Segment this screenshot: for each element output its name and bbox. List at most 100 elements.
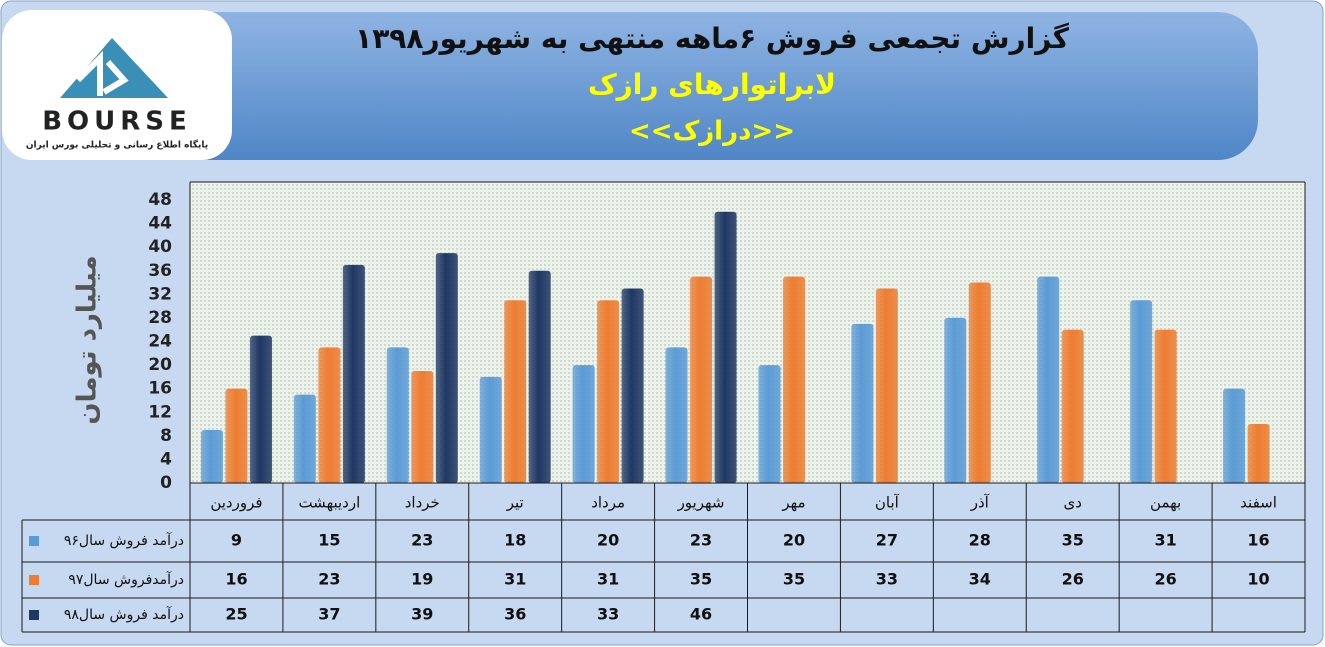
data-label: 26 (1062, 570, 1084, 589)
y-tick-label: 48 (148, 190, 172, 210)
y-tick-label: 24 (148, 332, 172, 352)
logo-tagline: پایگاه اطلاع رسانی و تحلیلی بورس ایران (26, 139, 208, 151)
data-label: 46 (690, 605, 712, 624)
bar (411, 370, 434, 483)
x-tick-label: اردیبهشت (298, 494, 360, 512)
x-tick-label: مهر (781, 494, 805, 512)
plot-area (190, 182, 1305, 483)
bar (1130, 300, 1153, 483)
header-band (20, 12, 1258, 160)
x-tick-label: تیر (506, 494, 524, 512)
y-tick-label: 4 (160, 449, 172, 469)
bar (758, 365, 781, 483)
bar (342, 264, 365, 483)
data-label: 33 (876, 570, 898, 589)
bar (1223, 388, 1246, 483)
data-label: 35 (783, 570, 805, 589)
data-label: 31 (504, 570, 526, 589)
x-tick-label: مرداد (591, 494, 625, 512)
bar (690, 276, 713, 483)
x-tick-label: آبان (875, 494, 900, 512)
y-tick-label: 32 (148, 284, 172, 304)
bar (479, 376, 502, 483)
x-tick-label: شهریور (677, 494, 725, 512)
data-label: 18 (504, 531, 526, 550)
logo-figure (75, 50, 129, 96)
bar (528, 270, 551, 483)
bar (851, 323, 874, 483)
data-label: 27 (876, 531, 898, 550)
bar (1061, 329, 1084, 483)
data-label: 23 (690, 531, 712, 550)
chart-subtitle: لابراتوارهای رازک (588, 68, 836, 101)
legend-label: درآمدفروش سال۹۷ (68, 571, 184, 588)
data-label: 31 (597, 570, 619, 589)
bar (621, 288, 644, 483)
logo: BOURSE پایگاه اطلاع رسانی و تحلیلی بورس … (2, 10, 232, 160)
data-label: 23 (411, 531, 433, 550)
bar (386, 347, 409, 483)
y-axis-label: میلیارد تومان (73, 255, 103, 424)
data-label: 20 (597, 531, 619, 550)
x-tick-label: آذر (970, 494, 990, 512)
bar (665, 347, 688, 483)
data-label: 16 (225, 570, 247, 589)
y-tick-label: 40 (148, 237, 172, 257)
y-tick-label: 0 (160, 473, 172, 493)
data-label: 19 (411, 570, 433, 589)
data-label: 10 (1247, 570, 1269, 589)
legend-swatch (29, 575, 39, 585)
y-tick-label: 44 (148, 214, 172, 234)
legend-label: درآمد فروش سال۹۸ (64, 606, 184, 623)
x-tick-label: خرداد (405, 494, 440, 512)
x-tick-label: اسفند (1240, 494, 1277, 512)
data-label: 23 (318, 570, 340, 589)
y-tick-label: 36 (148, 261, 172, 281)
data-label: 28 (969, 531, 991, 550)
data-label: 36 (504, 605, 526, 624)
annotation: <<درازک>> (629, 117, 795, 147)
bar (318, 347, 341, 483)
y-tick-label: 16 (148, 379, 172, 399)
bar (504, 300, 527, 483)
y-tick-label: 8 (160, 426, 172, 446)
legend-swatch (29, 610, 39, 620)
bar (944, 317, 967, 483)
data-label: 33 (597, 605, 619, 624)
data-label: 31 (1154, 531, 1176, 550)
bar (200, 429, 223, 483)
data-label: 39 (411, 605, 433, 624)
data-label: 15 (318, 531, 340, 550)
x-tick-label: بهمن (1150, 494, 1181, 512)
data-label: 35 (690, 570, 712, 589)
bar (782, 276, 805, 483)
bar (597, 300, 620, 483)
x-tick-label: فروردین (210, 494, 262, 512)
data-label: 25 (225, 605, 247, 624)
bar (968, 282, 991, 483)
data-label: 37 (318, 605, 340, 624)
bar (225, 388, 248, 483)
data-label: 26 (1154, 570, 1176, 589)
bar (435, 253, 458, 483)
legend-swatch (29, 536, 39, 546)
data-label: 16 (1247, 531, 1269, 550)
bar (875, 288, 898, 483)
bar (293, 394, 316, 483)
y-tick-label: 28 (148, 308, 172, 328)
data-label: 34 (969, 570, 991, 589)
bar (249, 335, 272, 483)
y-tick-label: 12 (148, 402, 172, 422)
x-tick-label: دی (1063, 494, 1081, 512)
bar (714, 211, 737, 483)
bar (1247, 424, 1270, 483)
bar (1154, 329, 1177, 483)
legend-label: درآمد فروش سال۹۶ (64, 532, 184, 549)
y-tick-label: 20 (148, 355, 172, 375)
logo-name: BOURSE (42, 107, 192, 137)
data-label: 20 (783, 531, 805, 550)
bar (572, 365, 595, 483)
data-label: 9 (231, 531, 242, 550)
chart-title: گزارش تجمعی فروش ۶ماهه منتهی به شهریور۱۳… (355, 22, 1069, 55)
bar (1037, 276, 1060, 483)
